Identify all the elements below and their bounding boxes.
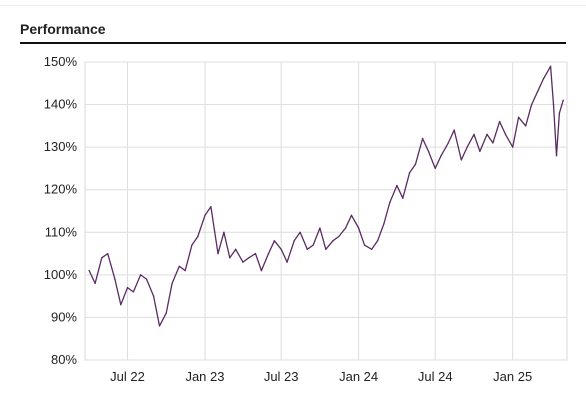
x-tick-label: Jul 23 [264, 369, 299, 384]
data-point [158, 325, 161, 327]
x-tick-label: Jan 24 [339, 369, 378, 384]
data-point [235, 248, 237, 251]
data-point [299, 231, 301, 233]
data-point [338, 235, 340, 238]
plot-frame [84, 61, 568, 361]
performance-chart: 150% 140% 130% 120% 110% 100% 90% 80% Jul 22 Jan … [44, 54, 568, 384]
data-point [145, 278, 148, 280]
data-point [486, 133, 488, 136]
data-point [447, 142, 449, 144]
data-point [549, 65, 552, 67]
data-point [542, 78, 545, 80]
data-point [350, 214, 353, 216]
data-point [453, 129, 455, 131]
x-tick-label: Jul 24 [418, 369, 453, 384]
data-point [536, 91, 539, 93]
data-point [558, 112, 561, 114]
data-point [402, 197, 404, 199]
data-point [332, 240, 334, 242]
data-point [389, 201, 391, 204]
chart-header: Performance [20, 20, 566, 44]
chart-title: Performance [20, 21, 106, 37]
data-point [88, 269, 90, 272]
data-point [492, 142, 494, 144]
data-point [152, 295, 155, 297]
data-point [376, 240, 379, 242]
y-tick-label: 90% [51, 309, 77, 324]
x-tick-label: Jan 25 [493, 369, 532, 384]
data-point [191, 244, 193, 246]
data-point [498, 120, 501, 123]
data-point [280, 248, 282, 251]
data-point [434, 167, 436, 170]
y-tick-label: 150% [44, 54, 78, 69]
data-point [126, 286, 129, 289]
data-point [132, 291, 135, 293]
chart-area: 150% 140% 130% 120% 110% 100% 90% 80% Jul 22 Jan … [0, 44, 586, 403]
x-tick-label: Jan 23 [185, 369, 224, 384]
data-point [363, 244, 366, 246]
data-point [396, 184, 398, 187]
top-edge [0, 0, 586, 6]
data-point [165, 312, 167, 314]
data-point [421, 137, 424, 140]
y-tick-label: 130% [44, 139, 78, 154]
data-point [325, 248, 327, 251]
data-point [517, 116, 520, 119]
data-point [479, 150, 481, 153]
y-tick-label: 100% [44, 267, 78, 282]
data-point [370, 248, 373, 251]
data-point [312, 244, 314, 246]
data-point [139, 274, 142, 276]
data-point [293, 240, 295, 242]
data-point [530, 103, 533, 106]
data-point [525, 125, 527, 127]
y-tick-label: 80% [51, 352, 77, 367]
data-point [120, 303, 122, 306]
y-tick-label: 120% [44, 182, 78, 197]
data-point [107, 252, 109, 255]
data-point [562, 99, 564, 102]
data-point [473, 133, 475, 136]
data-point [197, 235, 199, 238]
data-point [273, 240, 276, 242]
data-point [178, 265, 180, 268]
data-point [440, 154, 442, 157]
data-point [94, 282, 96, 285]
data-point [114, 278, 116, 280]
data-point [504, 133, 507, 136]
data-point [511, 146, 514, 148]
data-point [319, 227, 321, 229]
data-point [254, 252, 257, 255]
y-tick-label: 140% [44, 97, 78, 112]
data-point [229, 257, 231, 259]
data-point [184, 269, 186, 272]
data-point [223, 231, 225, 233]
data-point [357, 227, 360, 229]
data-point [555, 154, 558, 157]
y-tick-label: 110% [45, 224, 78, 239]
data-point [466, 146, 468, 148]
data-point [552, 103, 555, 106]
data-point [414, 163, 417, 165]
data-point [383, 223, 385, 225]
data-point [204, 214, 206, 216]
data-point [427, 150, 430, 153]
data-point [267, 252, 270, 255]
x-tick-label: Jul 22 [110, 369, 145, 384]
data-point [171, 282, 173, 285]
data-point [306, 248, 308, 251]
data-point [210, 206, 212, 208]
data-point [260, 269, 263, 272]
data-point [242, 261, 244, 263]
data-point [460, 159, 463, 161]
data-point [101, 257, 103, 259]
data-point [344, 227, 347, 229]
data-point [286, 261, 288, 263]
data-point [248, 257, 250, 259]
data-point [217, 252, 219, 255]
data-point [408, 171, 411, 174]
